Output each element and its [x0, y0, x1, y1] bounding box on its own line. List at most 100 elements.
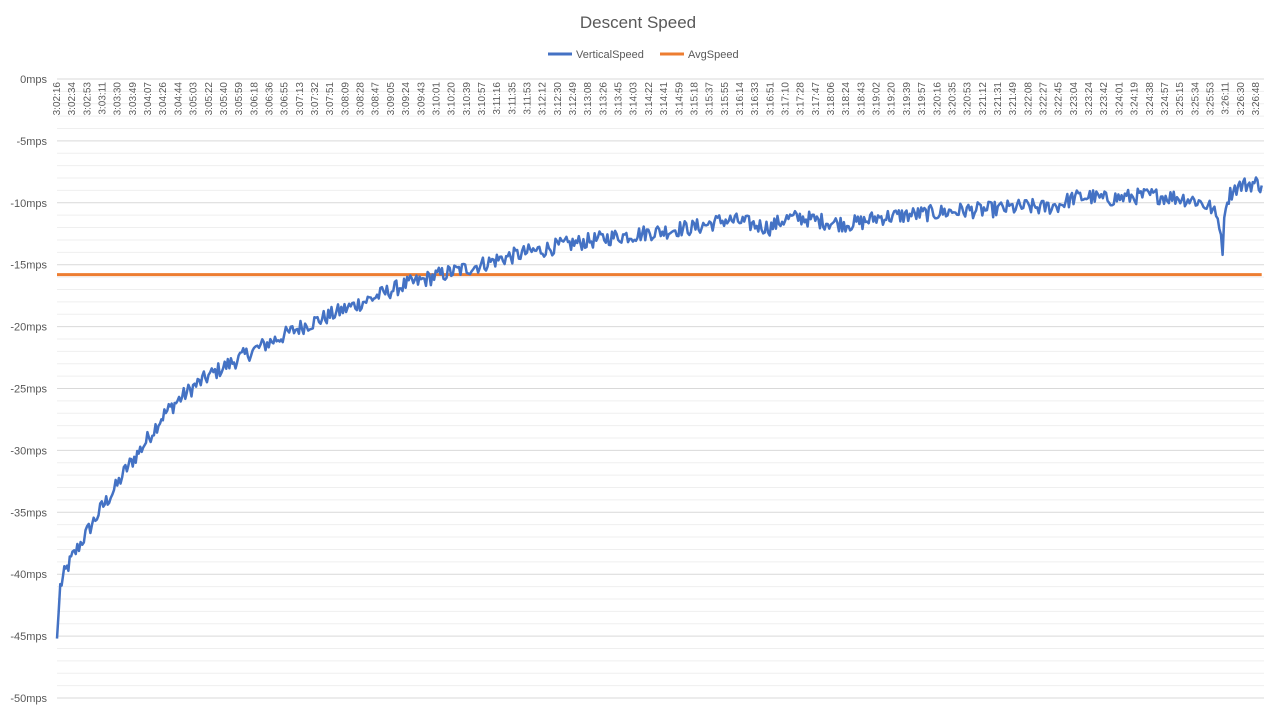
- x-tick-label: 3:15:55: [720, 82, 731, 116]
- x-tick-label: 3:10:57: [477, 82, 488, 116]
- y-tick-label: -30mps: [10, 445, 47, 457]
- x-tick-label: 3:12:12: [538, 82, 549, 116]
- x-tick-label: 3:26:11: [1221, 82, 1232, 115]
- x-tick-label: 3:11:53: [522, 82, 533, 115]
- x-tick-label: 3:21:49: [1008, 82, 1019, 116]
- x-tick-label: 3:13:26: [598, 82, 609, 116]
- x-tick-label: 3:04:07: [143, 82, 154, 116]
- x-tick-label: 3:25:15: [1175, 82, 1186, 116]
- x-tick-label: 3:10:01: [431, 82, 442, 116]
- x-tick-label: 3:09:05: [386, 82, 397, 116]
- x-tick-label: 3:22:27: [1039, 82, 1050, 116]
- series-lines: [55, 176, 1263, 639]
- y-tick-label: -10mps: [10, 198, 47, 210]
- x-tick-label: 3:09:43: [416, 82, 427, 116]
- x-tick-label: 3:20:16: [932, 82, 943, 116]
- x-tick-label: 3:13:08: [583, 82, 594, 116]
- x-tick-label: 3:02:16: [52, 82, 63, 116]
- x-tick-label: 3:15:37: [705, 82, 716, 116]
- x-tick-label: 3:22:08: [1023, 82, 1034, 116]
- y-tick-label: -40mps: [10, 569, 47, 581]
- x-tick-label: 3:24:38: [1145, 82, 1156, 116]
- legend-label-verticalspeed: VerticalSpeed: [576, 49, 644, 61]
- x-tick-label: 3:17:28: [796, 82, 807, 116]
- x-tick-label: 3:23:24: [1084, 82, 1095, 116]
- x-tick-label: 3:07:32: [310, 82, 321, 116]
- x-tick-label: 3:04:26: [158, 82, 169, 116]
- x-tick-label: 3:11:35: [507, 82, 518, 115]
- x-tick-label: 3:21:31: [993, 82, 1004, 116]
- x-tick-label: 3:09:24: [401, 82, 412, 116]
- x-tick-label: 3:04:44: [173, 82, 184, 116]
- x-tick-label: 3:08:09: [340, 82, 351, 116]
- legend: VerticalSpeed AvgSpeed: [548, 49, 739, 61]
- x-tick-label: 3:06:36: [264, 82, 275, 116]
- y-tick-label: -15mps: [10, 260, 47, 272]
- x-tick-label: 3:03:11: [98, 82, 109, 115]
- x-tick-label: 3:20:35: [947, 82, 958, 116]
- x-tick-label: 3:03:30: [113, 82, 124, 116]
- x-tick-label: 3:18:43: [856, 82, 867, 116]
- x-tick-label: 3:20:53: [963, 82, 974, 116]
- x-tick-label: 3:12:30: [553, 82, 564, 116]
- x-tick-label: 3:21:12: [978, 82, 989, 116]
- x-tick-label: 3:07:13: [295, 82, 306, 116]
- x-tick-label: 3:11:16: [492, 82, 503, 115]
- x-tick-label: 3:06:55: [280, 82, 291, 116]
- chart-title: Descent Speed: [580, 13, 696, 32]
- x-tick-label: 3:16:51: [765, 82, 776, 116]
- x-tick-label: 3:19:57: [917, 82, 928, 116]
- x-tick-label: 3:23:42: [1099, 82, 1110, 116]
- x-tick-label: 3:16:33: [750, 82, 761, 116]
- series-line-verticalspeed: [55, 176, 1263, 639]
- x-tick-label: 3:07:51: [325, 82, 336, 116]
- x-tick-label: 3:06:18: [249, 82, 260, 116]
- x-tick-label: 3:10:39: [462, 82, 473, 116]
- x-tick-label: 3:05:40: [219, 82, 230, 116]
- y-tick-label: 0mps: [20, 74, 47, 86]
- x-tick-label: 3:18:24: [841, 82, 852, 116]
- x-tick-label: 3:08:47: [371, 82, 382, 116]
- x-tick-label: 3:24:01: [1114, 82, 1125, 116]
- x-tick-label: 3:03:49: [128, 82, 139, 116]
- x-tick-label: 3:25:34: [1190, 82, 1201, 116]
- y-axis-tick-labels: 0mps -5mps -10mps -15mps -20mps -25mps -30mps -…: [10, 74, 47, 705]
- x-tick-label: 3:19:20: [887, 82, 898, 116]
- x-tick-label: 3:14:03: [629, 82, 640, 116]
- x-tick-label: 3:19:39: [902, 82, 913, 116]
- x-tick-label: 3:08:28: [356, 82, 367, 116]
- legend-label-avgspeed: AvgSpeed: [688, 49, 739, 61]
- x-tick-label: 3:15:18: [689, 82, 700, 116]
- x-tick-label: 3:05:03: [189, 82, 200, 116]
- y-tick-label: -45mps: [10, 631, 47, 643]
- x-tick-label: 3:24:57: [1160, 82, 1171, 116]
- x-tick-label: 3:10:20: [447, 82, 458, 116]
- x-tick-label: 3:13:45: [614, 82, 625, 116]
- x-tick-label: 3:18:06: [826, 82, 837, 116]
- x-tick-label: 3:14:41: [659, 82, 670, 116]
- x-axis-tick-labels: 3:02:16 3:02:34 3:02:53 3:03:11 3:03:30 3:03:…: [52, 82, 1262, 116]
- x-tick-label: 3:22:45: [1054, 82, 1065, 116]
- x-tick-label: 3:05:59: [234, 82, 245, 116]
- x-tick-label: 3:26:30: [1236, 82, 1247, 116]
- x-tick-label: 3:02:53: [82, 82, 93, 116]
- y-tick-label: -50mps: [10, 693, 47, 705]
- x-tick-label: 3:05:22: [204, 82, 215, 116]
- x-tick-label: 3:14:59: [674, 82, 685, 116]
- y-tick-label: -5mps: [16, 136, 47, 148]
- x-tick-label: 3:23:04: [1069, 82, 1080, 116]
- y-tick-label: -25mps: [10, 384, 47, 396]
- x-tick-label: 3:02:34: [67, 82, 78, 116]
- x-tick-label: 3:19:02: [872, 82, 883, 116]
- x-tick-label: 3:14:22: [644, 82, 655, 116]
- gridlines: [57, 78, 1264, 699]
- x-tick-label: 3:26:48: [1251, 82, 1262, 116]
- x-tick-label: 3:24:19: [1130, 82, 1141, 116]
- x-tick-label: 3:12:49: [568, 82, 579, 116]
- x-tick-label: 3:17:47: [811, 82, 822, 116]
- y-tick-label: -20mps: [10, 322, 47, 334]
- x-tick-label: 3:17:10: [781, 82, 792, 116]
- x-tick-label: 3:25:53: [1205, 82, 1216, 116]
